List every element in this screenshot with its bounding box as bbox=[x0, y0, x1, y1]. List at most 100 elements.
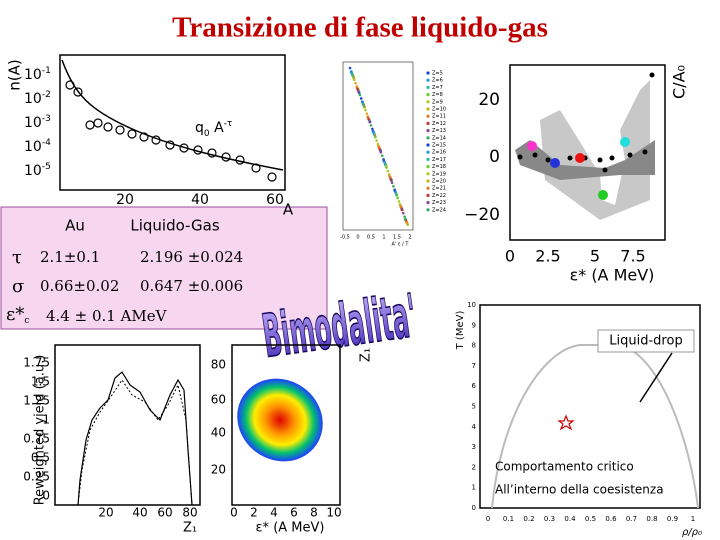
x-axis-label: Z₁ bbox=[183, 521, 197, 536]
y-tick-label: 2 bbox=[472, 463, 476, 471]
x-tick-label: 2 bbox=[408, 235, 411, 241]
y-tick-label: 10-4 bbox=[24, 138, 51, 156]
caloric-plot bbox=[509, 64, 666, 241]
scatter-dot bbox=[374, 135, 377, 139]
y-axis-label: n(A) bbox=[6, 59, 24, 90]
row-symbol: σ bbox=[12, 276, 24, 297]
y-tick-label: 80 bbox=[211, 358, 226, 372]
legend-label: Z=11 bbox=[432, 114, 446, 120]
legend-dot bbox=[426, 165, 430, 169]
legend-label: Z=19 bbox=[432, 171, 446, 177]
y-tick-label: 5 bbox=[472, 403, 476, 411]
annotation: Comportamento critico bbox=[495, 460, 634, 474]
legend-label: Z=8 bbox=[432, 92, 443, 98]
table-cell: 0.66±0.02 bbox=[40, 277, 119, 295]
y-axis-label: T (MeV) bbox=[455, 311, 466, 351]
scatter-dot bbox=[348, 66, 352, 70]
legend-dot bbox=[426, 193, 430, 197]
y-tick-label: 1 bbox=[42, 413, 50, 427]
annotation-part: -τ bbox=[224, 119, 233, 129]
legend-dot bbox=[426, 179, 430, 183]
legend-dot bbox=[426, 100, 430, 104]
y-tick-label: 8 bbox=[472, 342, 476, 350]
band-dark bbox=[515, 140, 655, 180]
legend-label: Z=22 bbox=[432, 193, 446, 199]
scatter-dot bbox=[359, 97, 363, 100]
label-box bbox=[597, 329, 695, 353]
x-tick-label: 0 bbox=[356, 235, 359, 241]
table-header: Au bbox=[65, 217, 85, 235]
scatter-dot bbox=[380, 154, 384, 158]
frame bbox=[509, 64, 666, 241]
y-tick-label-part: -5 bbox=[42, 162, 51, 172]
y-tick-label: 10 bbox=[467, 301, 476, 309]
histogram bbox=[77, 371, 193, 506]
legend-label: Z=12 bbox=[432, 121, 446, 127]
y-tick-label: 20 bbox=[211, 463, 226, 477]
table-cell: 2.1±0.1 bbox=[40, 248, 100, 266]
legend-label: Z=17 bbox=[432, 157, 446, 163]
x-tick-label: 40 bbox=[132, 506, 147, 520]
y-tick-label: 1.75 bbox=[23, 356, 50, 370]
legend-dot bbox=[426, 121, 430, 125]
scatter-dot bbox=[367, 117, 370, 121]
pointer bbox=[639, 352, 673, 403]
scatter-band bbox=[348, 66, 409, 226]
x-tick-label: 6 bbox=[290, 506, 298, 520]
x-tick-label: 1 bbox=[691, 515, 695, 523]
frame bbox=[479, 304, 701, 509]
legend-dot bbox=[426, 78, 430, 82]
scatter-dot bbox=[354, 81, 357, 85]
legend-dot bbox=[426, 114, 430, 118]
scatter-dot bbox=[369, 124, 373, 127]
x-tick-label: 0 bbox=[505, 247, 515, 266]
scatter-dot bbox=[395, 193, 398, 196]
fisher-plot bbox=[59, 54, 286, 191]
scatter-dot bbox=[392, 184, 395, 188]
scatter-dot bbox=[383, 163, 387, 166]
y-tick-label: 20 bbox=[478, 90, 500, 110]
y-tick-label: 4 bbox=[472, 423, 477, 431]
heatmap bbox=[237, 378, 323, 462]
y-tick-label: −20 bbox=[464, 205, 500, 225]
x-tick-label: 0 bbox=[486, 515, 490, 523]
scatter-dot bbox=[399, 205, 403, 209]
data-points bbox=[65, 80, 277, 182]
x-axis-label: A bbox=[283, 201, 294, 219]
y-tick-label: 0.5 bbox=[31, 451, 50, 465]
epsilon-label-part: * bbox=[15, 304, 24, 325]
scatter-dot bbox=[356, 87, 359, 91]
scatter-dot bbox=[365, 112, 369, 115]
scatter-dot bbox=[385, 166, 388, 169]
table-cell: 4.4 ± 0.1 AMeV bbox=[46, 307, 168, 325]
x-axis-label: A' ε / T bbox=[391, 242, 409, 248]
x-tick-label: 1 bbox=[382, 235, 385, 241]
legend-dot bbox=[426, 172, 430, 176]
legend-label: Z=5 bbox=[432, 71, 443, 77]
y-tick-label: 7 bbox=[472, 362, 476, 370]
legend-dot bbox=[426, 150, 430, 154]
legend-label: Z=9 bbox=[432, 99, 443, 105]
legend-dot bbox=[426, 143, 430, 147]
x-tick-label: 0.4 bbox=[564, 515, 576, 523]
x-tick-label: -0.5 bbox=[340, 235, 350, 241]
scaling-plot bbox=[342, 61, 414, 231]
critical-point bbox=[557, 414, 575, 431]
annotation: Liquid-drop bbox=[609, 334, 682, 349]
x-tick-label: 0.2 bbox=[523, 515, 534, 523]
legend-dot bbox=[426, 208, 430, 212]
scatter-dot bbox=[377, 145, 381, 149]
scatter-dot bbox=[352, 78, 356, 82]
scatter-dot bbox=[357, 90, 360, 94]
scatter-dot bbox=[394, 190, 397, 194]
table-box bbox=[0, 206, 328, 330]
scatter-dot bbox=[378, 148, 382, 151]
legend-dot bbox=[426, 157, 430, 161]
fit-curve bbox=[61, 59, 284, 171]
y-tick-label: 10-2 bbox=[24, 90, 51, 108]
y-tick-label-part: -2 bbox=[42, 90, 51, 100]
y-tick-label-part: 10 bbox=[24, 139, 42, 155]
y-tick-label: 1.25 bbox=[23, 394, 50, 408]
y-tick-label-part: -1 bbox=[42, 66, 51, 76]
scatter-dot bbox=[379, 151, 383, 154]
